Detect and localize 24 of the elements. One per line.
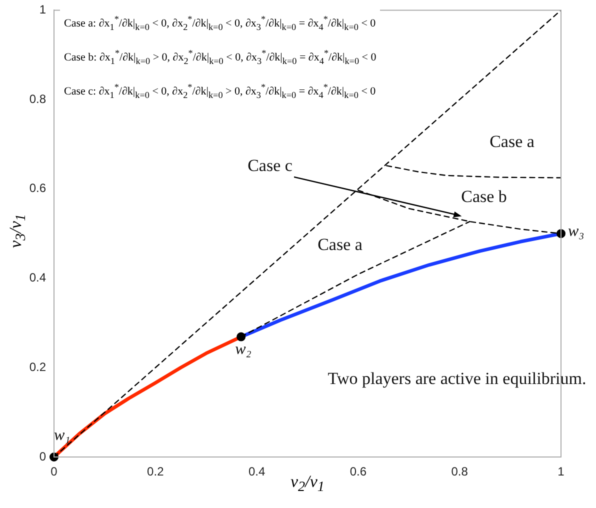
text: Case c: ∂x$_{1}$$^{*}$/∂k|$_{k=0}$ < 0, ∂x$_{2}$$^{*}$/∂k|$_{k=0}$ > 0, ∂x$_{3}$$^{*}$/∂k|$_{k=0}$ = ∂x$_{4}$$^{*}$/∂k|$_{k=0}$ < 0 [64, 82, 376, 100]
x-tick-label: 0.2 [147, 464, 164, 479]
x-tick-label: 0.6 [350, 464, 367, 479]
data-label: w₃ [568, 222, 584, 241]
annotation: Case a [318, 235, 362, 255]
y-tick-label: 0.4 [29, 270, 46, 285]
x-tick-label: 0.4 [248, 464, 266, 479]
text: Case a: ∂x$_{1}$$^{*}$/∂k|$_{k=0}$ < 0, ∂x$_{2}$$^{*}$/∂k|$_{k=0}$ < 0, ∂x$_{3}$$^{*}$/∂k|$_{k=0}$ = ∂x$_{4}$$^{*}$/∂k|$_{k=0}$ < 0 [64, 14, 376, 32]
x-axis-title: v$_{2}$/v$_{1}$ [290, 472, 324, 496]
annotation: Two players are active in equilibrium. [328, 369, 586, 389]
x-tick-label: 1 [558, 464, 565, 479]
text: Case b: ∂x$_{1}$$^{*}$/∂k|$_{k=0}$ > 0, ∂x$_{2}$$^{*}$/∂k|$_{k=0}$ < 0, ∂x$_{3}$$^{*}$/∂k|$_{k=0}$ = ∂x$_{4}$$^{*}$/∂k|$_{k=0}$ < 0 [64, 48, 376, 66]
y-tick-label: 1 [39, 2, 46, 17]
x-tick-label: 0.8 [451, 464, 468, 479]
data-label: w₁ [54, 427, 70, 445]
x-tick-label: 0 [50, 464, 58, 479]
y-tick-label: 0 [39, 449, 46, 464]
annotation: Case b [461, 187, 507, 207]
y-tick-label: 0.2 [29, 360, 46, 374]
annotation: Case c [248, 156, 292, 176]
annotation: Case a [490, 132, 534, 152]
y-tick-label: 0.6 [29, 181, 46, 196]
data-label: w₂ [235, 340, 252, 359]
y-tick-label: 0.8 [29, 92, 46, 106]
